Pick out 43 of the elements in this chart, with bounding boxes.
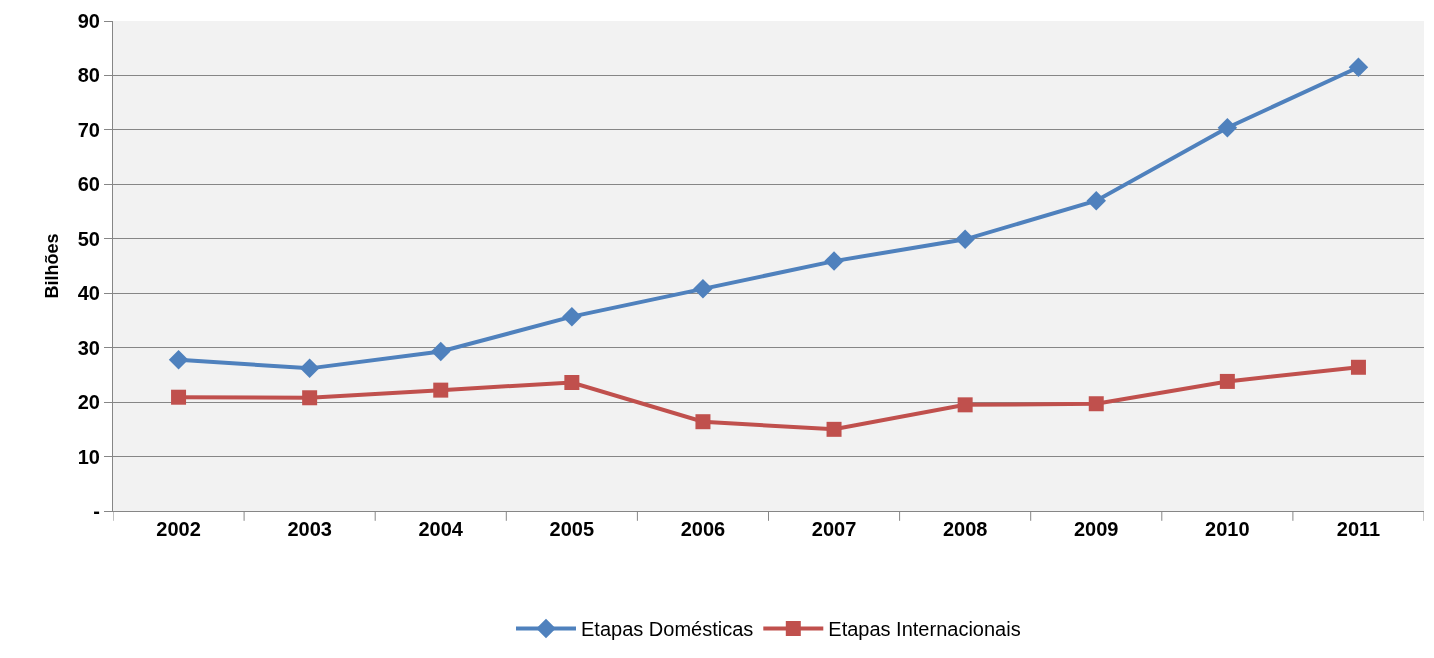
x-tick-label: 2010 xyxy=(1205,518,1250,540)
point xyxy=(1086,190,1106,211)
point xyxy=(1217,117,1238,138)
y-tick-label: 40 xyxy=(77,282,100,305)
y-tick-label: 30 xyxy=(77,336,100,359)
x-tick-label: 2003 xyxy=(287,518,332,540)
point xyxy=(1348,57,1369,78)
point xyxy=(1088,396,1104,412)
point xyxy=(299,358,320,379)
x-tick-label: 2005 xyxy=(549,518,595,540)
point xyxy=(957,397,973,413)
x-tick-label: 2004 xyxy=(418,518,464,540)
point xyxy=(824,251,844,271)
point xyxy=(433,382,449,398)
point xyxy=(1350,359,1366,375)
point xyxy=(564,375,580,391)
x-tick-label: 2008 xyxy=(942,518,988,540)
y-tick-label: 10 xyxy=(77,445,100,468)
point xyxy=(168,349,189,370)
legend-label: Etapas Domésticas xyxy=(581,618,754,641)
point xyxy=(562,306,582,327)
y-tick-label: 20 xyxy=(77,391,100,414)
x-tick-label: 2009 xyxy=(1074,518,1119,540)
y-tick-label: 50 xyxy=(77,227,100,250)
point xyxy=(955,229,975,250)
y-tick-label: - xyxy=(93,500,100,522)
x-tick-label: 2007 xyxy=(811,518,857,540)
legend-label: Etapas Internacionais xyxy=(828,618,1021,641)
point xyxy=(1219,373,1235,389)
y-tick-label: 80 xyxy=(77,64,100,87)
x-tick-label: 2002 xyxy=(156,518,201,540)
point xyxy=(826,421,842,437)
point xyxy=(171,389,187,405)
y-tick-label: 70 xyxy=(77,118,100,141)
point xyxy=(302,390,318,406)
y-tick-label: 60 xyxy=(77,173,100,196)
y-axis-title: Bilhões xyxy=(41,233,62,299)
x-tick-label: 2006 xyxy=(680,518,726,540)
x-tick-label: 2011 xyxy=(1336,518,1381,540)
point xyxy=(695,414,711,430)
point xyxy=(693,279,713,299)
y-tick-label: 90 xyxy=(77,10,100,32)
point xyxy=(431,341,451,362)
